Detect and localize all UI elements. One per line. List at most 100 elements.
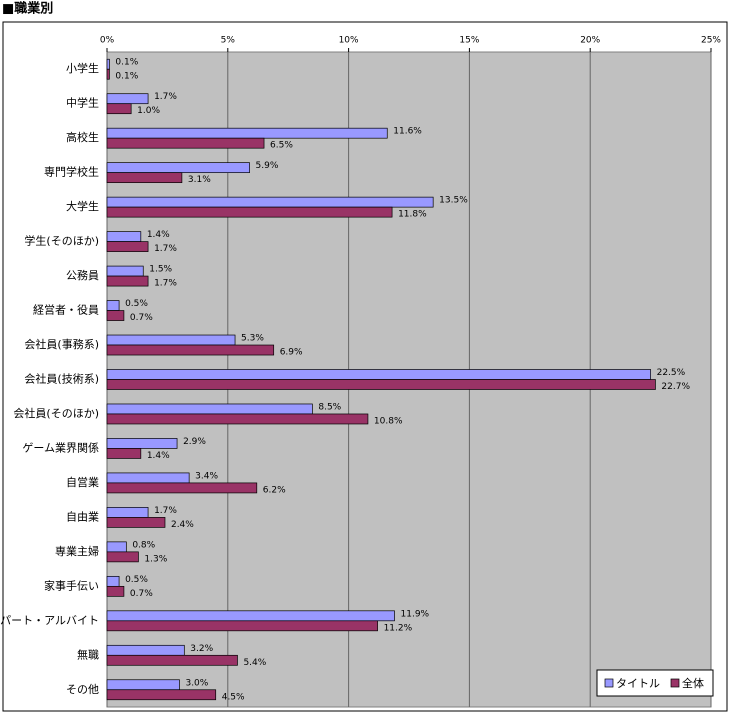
y-tick-label: 高校生 [66,130,99,144]
bar [106,438,178,449]
value-label: 1.4% [147,451,170,461]
bar [106,689,217,701]
value-label: 6.9% [280,348,303,358]
y-tick-label: その他 [66,683,99,696]
legend-label: タイトル [616,677,660,690]
value-label: 3.4% [195,471,218,481]
bar [106,575,120,587]
bar [106,448,142,459]
y-tick-label: ゲーム業界関係 [22,441,99,454]
value-label: 10.8% [374,416,403,426]
legend-label: 全体 [682,676,704,690]
value-label: 11.6% [393,127,422,137]
bar [106,127,388,139]
bar [106,68,110,80]
y-tick-label: 専門学校生 [44,165,99,179]
value-label: 1.0% [137,106,160,116]
y-tick-label: 中学生 [66,96,99,110]
value-label: 3.2% [190,644,213,654]
value-label: 5.4% [243,658,266,668]
value-label: 0.8% [132,540,155,550]
value-label: 11.8% [398,210,427,220]
bar [106,482,258,494]
x-tick-label: 0% [100,36,115,46]
y-tick-label: 会社員(そのほか) [13,406,99,420]
bar [106,620,378,632]
value-label: 2.4% [171,520,194,530]
value-label: 6.2% [263,485,286,495]
bar [106,162,250,174]
value-label: 1.7% [154,506,177,516]
y-tick-label: 大学生 [66,199,99,213]
bar [106,93,149,105]
value-label: 13.5% [439,196,468,206]
value-label: 3.1% [188,175,211,185]
y-tick-label: 公務員 [66,268,99,282]
y-tick-label: 自営業 [66,475,99,489]
value-label: 22.7% [661,382,690,392]
bar [106,413,369,425]
y-tick-label: 専業主婦 [55,544,99,558]
bar [106,585,125,597]
value-label: 0.7% [130,589,153,599]
bar [106,137,265,149]
bar [106,369,651,380]
bar [106,610,395,622]
value-label: 5.9% [256,161,279,171]
y-tick-label: 小学生 [66,61,99,75]
x-tick-label: 20% [580,36,600,46]
value-label: 22.5% [657,368,686,378]
value-label: 1.5% [149,265,172,275]
bar [106,541,127,553]
bar [106,206,393,218]
value-label: 5.3% [241,334,264,344]
x-tick-label: 25% [701,36,721,46]
y-tick-label: 会社員(技術系) [24,372,99,386]
bar [106,551,139,563]
value-label: 11.2% [384,623,413,633]
bar [106,103,132,115]
x-tick-label: 5% [221,36,236,46]
bar [106,265,144,277]
bar [106,403,313,415]
bar [106,241,149,252]
value-label: 1.7% [154,92,177,102]
bar [106,172,183,184]
legend-swatch [670,678,680,688]
y-tick-label: 無職 [77,647,99,661]
x-tick-label: 15% [459,36,479,46]
bar [106,517,166,528]
value-label: 0.5% [125,575,148,585]
bar [106,231,142,242]
bar [106,344,275,356]
y-tick-label: パート・アルバイト [0,614,99,627]
value-label: 3.0% [185,678,208,688]
bar [106,310,125,321]
bar [106,679,180,691]
value-label: 1.7% [154,279,177,289]
value-label: 6.5% [270,141,293,151]
value-label: 11.9% [401,609,430,619]
value-label: 8.5% [318,402,341,412]
value-label: 1.7% [154,244,177,254]
y-tick-label: 自由業 [66,509,99,523]
bar [106,334,236,346]
value-label: 0.7% [130,313,153,323]
value-label: 2.9% [183,437,206,447]
y-tick-label: 学生(そのほか) [24,234,99,248]
value-label: 0.1% [115,72,138,82]
x-tick-label: 10% [339,36,359,46]
value-label: 4.5% [222,692,245,702]
value-label: 1.3% [144,554,167,564]
bar [106,644,185,656]
bar [106,300,120,311]
value-label: 0.5% [125,299,148,309]
bar [106,507,149,518]
bar [106,654,238,666]
legend-box [596,669,714,697]
value-label: 1.4% [147,230,170,240]
legend-swatch [604,678,614,688]
bar [106,472,190,484]
value-label: 0.1% [115,58,138,68]
